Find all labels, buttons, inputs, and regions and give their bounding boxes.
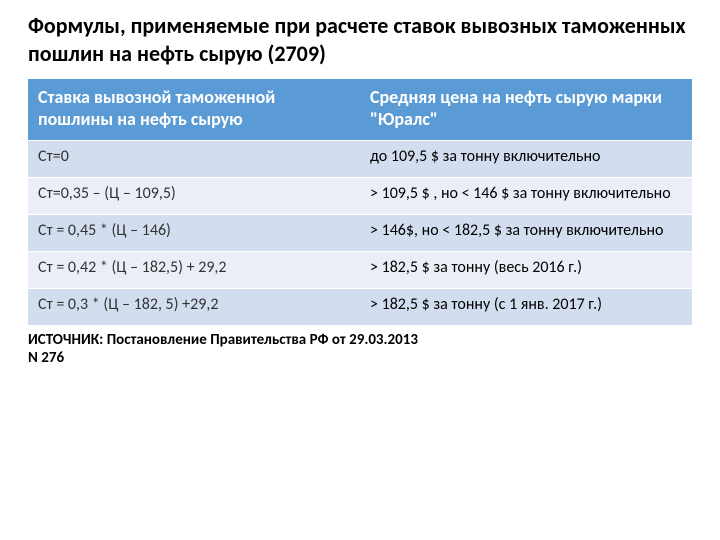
table-row: Ст=0,35 – (Ц – 109,5) > 109,5 $ , но < 1…	[28, 178, 692, 215]
cell-formula: Ст = 0,42 * (Ц – 182,5) + 29,2	[28, 252, 360, 289]
cell-price: > 109,5 $ , но < 146 $ за тонну включите…	[360, 178, 692, 215]
table-header-row: Ставка вывозной таможенной пошлины на не…	[28, 79, 692, 141]
table-row: Ст=0 до 109,5 $ за тонну включительно	[28, 141, 692, 178]
source-line-1: ИСТОЧНИК: Постановление Правительства РФ…	[28, 331, 692, 349]
formulas-table: Ставка вывозной таможенной пошлины на не…	[28, 79, 692, 325]
cell-formula: Ст=0,35 – (Ц – 109,5)	[28, 178, 360, 215]
slide-title: Формулы, применяемые при расчете ставок …	[28, 12, 692, 67]
col-header-price: Средняя цена на нефть сырую марки "Юралс…	[360, 79, 692, 141]
col-header-formula: Ставка вывозной таможенной пошлины на не…	[28, 79, 360, 141]
table-row: Ст = 0,42 * (Ц – 182,5) + 29,2 > 182,5 $…	[28, 252, 692, 289]
cell-price: > 182,5 $ за тонну (с 1 янв. 2017 г.)	[360, 289, 692, 326]
cell-formula: Ст = 0,3 * (Ц – 182, 5) +29,2	[28, 289, 360, 326]
cell-price: до 109,5 $ за тонну включительно	[360, 141, 692, 178]
cell-formula: Ст=0	[28, 141, 360, 178]
cell-formula: Ст = 0,45 * (Ц – 146)	[28, 215, 360, 252]
source-line-2: N 276	[28, 349, 692, 367]
cell-price: > 146$, но < 182,5 $ за тонну включитель…	[360, 215, 692, 252]
table-row: Ст = 0,45 * (Ц – 146) > 146$, но < 182,5…	[28, 215, 692, 252]
slide: Формулы, применяемые при расчете ставок …	[0, 0, 720, 540]
cell-price: > 182,5 $ за тонну (весь 2016 г.)	[360, 252, 692, 289]
table-row: Ст = 0,3 * (Ц – 182, 5) +29,2 > 182,5 $ …	[28, 289, 692, 326]
source-citation: ИСТОЧНИК: Постановление Правительства РФ…	[28, 331, 692, 367]
